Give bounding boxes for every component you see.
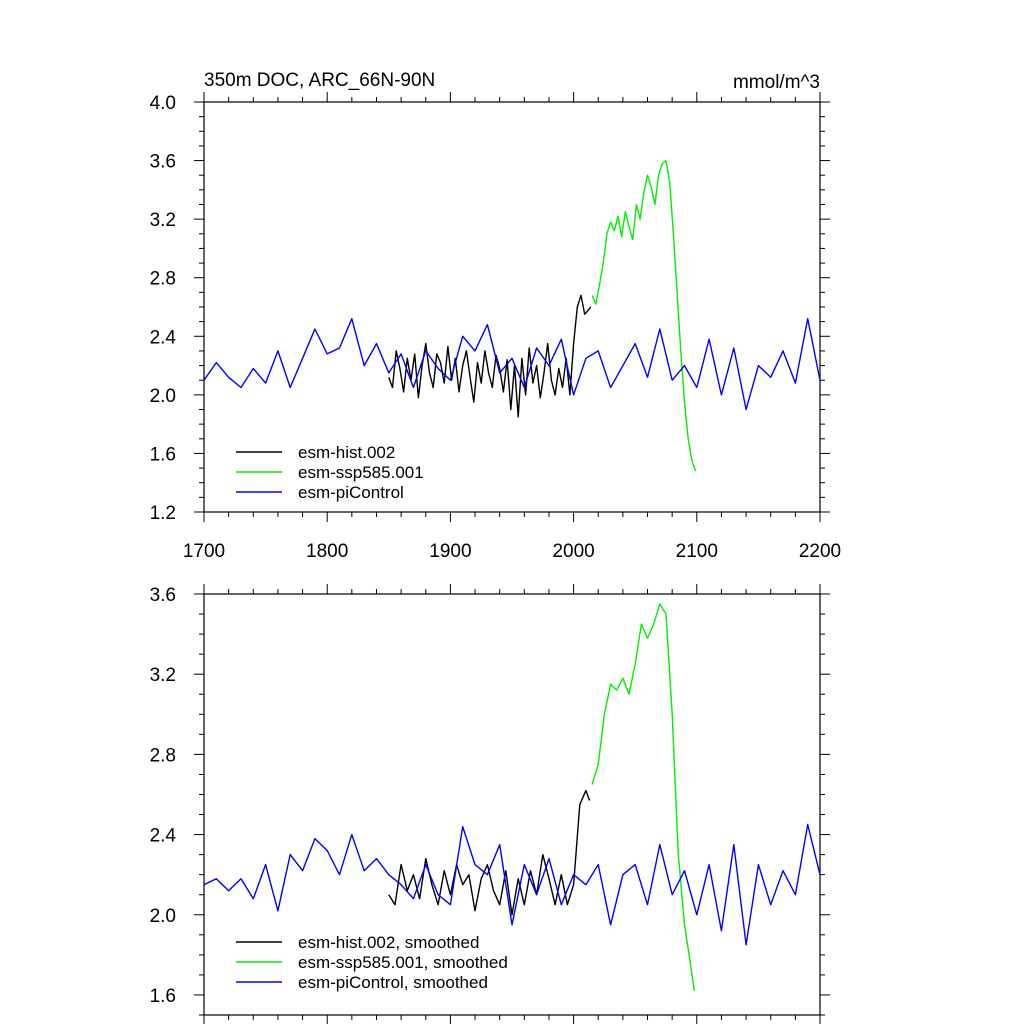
series-line-1 [388, 789, 591, 916]
y-tick-label: 2.0 [150, 386, 176, 407]
series-line-3 [203, 318, 821, 411]
series-line-1 [388, 294, 592, 418]
x-tick-label: 1800 [306, 541, 348, 562]
y-tick-label: 2.8 [150, 269, 176, 290]
panel1-plot: 1.2 1.6 2.0 2.4 2.8 3.2 3.6 4.0 1700 1800 1900 2000… [150, 92, 841, 562]
x-tick-label: 2200 [799, 541, 841, 562]
legend-label: esm-hist.002 [298, 443, 395, 462]
series-line-2 [591, 603, 695, 991]
x-tick-label: 1900 [429, 541, 471, 562]
legend-label: esm-ssp585.001 [298, 463, 424, 482]
plot-frame [203, 101, 821, 513]
y-tick-label: 1.6 [150, 444, 176, 465]
plot-frame [203, 593, 821, 1016]
legend-label: esm-piControl [298, 483, 404, 502]
x-tick-label: 2100 [676, 541, 718, 562]
y-tick-label: 3.6 [150, 585, 176, 606]
y-tick-label: 2.0 [150, 906, 176, 927]
series-line-3 [203, 823, 821, 946]
legend-label: esm-hist.002, smoothed [298, 933, 479, 952]
y-tick-label: 3.6 [150, 152, 176, 173]
y-tick-label: 1.6 [150, 986, 176, 1007]
panel1-units-label: mmol/m^3 [733, 72, 820, 93]
y-tick-label: 2.4 [150, 327, 177, 348]
x-tick-label: 2000 [552, 541, 594, 562]
x-tick-label: 1700 [183, 541, 225, 562]
y-tick-label: 3.2 [150, 210, 176, 231]
series-line-2 [591, 159, 697, 472]
y-tick-label: 2.4 [150, 826, 177, 847]
y-tick-label: 2.8 [150, 745, 176, 766]
y-tick-label: 3.2 [150, 665, 176, 686]
legend-label: esm-ssp585.001, smoothed [298, 953, 508, 972]
y-tick-label: 4.0 [150, 93, 176, 114]
panel1-title: 350m DOC, ARC_66N-90N [204, 70, 435, 91]
legend-label: esm-piControl, smoothed [298, 973, 488, 992]
panel2-plot: 1.6 2.0 2.4 2.8 3.2 3.6 esm-hist.002, smoothed… [150, 584, 830, 1024]
y-tick-label: 1.2 [150, 503, 176, 524]
